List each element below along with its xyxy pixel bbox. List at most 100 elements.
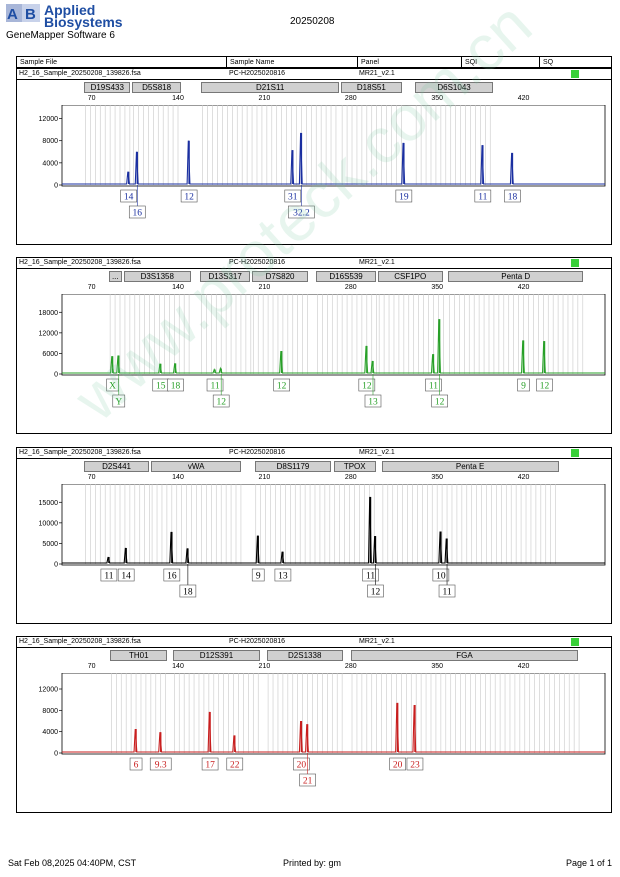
allele-call[interactable]: 20 bbox=[389, 757, 406, 771]
panel-blue: H2_16_Sample_20250208_139826.fsa PC-H2025… bbox=[16, 68, 612, 245]
allele-call[interactable]: 16 bbox=[163, 568, 181, 582]
allele-box bbox=[163, 568, 181, 582]
y-tick-label: 4000 bbox=[42, 160, 58, 167]
allele-call[interactable]: 20 bbox=[293, 757, 310, 771]
x-axis-labels: 70 140 210 280 350 420 bbox=[17, 663, 611, 673]
y-tick-label: 0 bbox=[54, 183, 58, 190]
marker-d2s441[interactable]: D2S441 bbox=[84, 461, 149, 472]
marker--[interactable]: ... bbox=[108, 271, 122, 282]
allele-box bbox=[389, 757, 406, 771]
allele-call[interactable]: 12 bbox=[273, 378, 290, 392]
allele-call[interactable]: 12 bbox=[536, 378, 553, 392]
x-tick-label: 140 bbox=[172, 663, 184, 670]
allele-call[interactable]: X bbox=[106, 378, 119, 392]
allele-call[interactable]: 16 bbox=[128, 205, 146, 219]
allele-label: 20 bbox=[297, 761, 307, 771]
allele-call[interactable]: 6 bbox=[129, 757, 143, 771]
svg-text:A: A bbox=[7, 6, 18, 23]
allele-call[interactable]: 11 bbox=[206, 378, 224, 392]
allele-call[interactable]: 19 bbox=[395, 189, 413, 203]
marker-d12s391[interactable]: D12S391 bbox=[173, 650, 260, 661]
allele-call[interactable]: 14 bbox=[117, 568, 135, 582]
x-tick-label: 350 bbox=[431, 284, 443, 291]
allele-box bbox=[112, 394, 126, 408]
allele-call[interactable]: Y bbox=[112, 394, 126, 408]
marker-d7s820[interactable]: D7S820 bbox=[252, 271, 309, 282]
allele-call[interactable]: 21 bbox=[299, 773, 316, 787]
allele-call[interactable]: 9 bbox=[517, 378, 530, 392]
marker-th01[interactable]: TH01 bbox=[110, 650, 168, 661]
marker-vwa[interactable]: vWA bbox=[150, 461, 242, 472]
allele-box bbox=[536, 378, 553, 392]
marker-d8s1179[interactable]: D8S1179 bbox=[254, 461, 332, 472]
allele-call[interactable]: 9 bbox=[251, 568, 265, 582]
allele-call[interactable]: 12 bbox=[212, 394, 230, 408]
sample-file: H2_16_Sample_20250208_139826.fsa bbox=[19, 70, 141, 77]
marker-fga[interactable]: FGA bbox=[350, 650, 579, 661]
x-tick-label: 70 bbox=[87, 95, 96, 102]
allele-box bbox=[167, 378, 184, 392]
panel-black: H2_16_Sample_20250208_139826.fsa PC-H2025… bbox=[16, 447, 612, 624]
marker-d19s433[interactable]: D19S433 bbox=[84, 82, 131, 93]
run-date: 20250208 bbox=[290, 16, 335, 27]
allele-label: 11 bbox=[442, 588, 451, 598]
allele-call[interactable]: 11 bbox=[425, 378, 442, 392]
allele-call[interactable]: 32.2 bbox=[288, 205, 315, 219]
allele-call[interactable]: 14 bbox=[120, 189, 137, 203]
allele-call[interactable]: 18 bbox=[167, 378, 184, 392]
allele-box bbox=[395, 189, 413, 203]
x-tick-label: 280 bbox=[344, 474, 357, 481]
col-sample-name: Sample Name bbox=[226, 56, 358, 68]
allele-call[interactable]: 22 bbox=[226, 757, 244, 771]
allele-box bbox=[212, 394, 230, 408]
allele-call[interactable]: 11 bbox=[438, 584, 456, 598]
marker-d6s1043[interactable]: D6S1043 bbox=[414, 82, 494, 93]
allele-call[interactable]: 13 bbox=[364, 394, 382, 408]
allele-label: 14 bbox=[121, 572, 131, 582]
allele-call[interactable]: 11 bbox=[474, 189, 492, 203]
y-tick-label: 12000 bbox=[39, 116, 59, 123]
allele-call[interactable]: 10 bbox=[432, 568, 450, 582]
allele-box bbox=[179, 584, 197, 598]
allele-box bbox=[474, 189, 492, 203]
marker-csf1po[interactable]: CSF1PO bbox=[377, 271, 443, 282]
allele-label: 12 bbox=[362, 382, 372, 392]
marker-d5s818[interactable]: D5S818 bbox=[132, 82, 181, 93]
allele-call[interactable]: 13 bbox=[274, 568, 292, 582]
allele-label: 16 bbox=[133, 209, 143, 219]
allele-call[interactable]: 11 bbox=[362, 568, 379, 582]
allele-call[interactable]: 12 bbox=[180, 189, 198, 203]
allele-label: 12 bbox=[216, 398, 226, 408]
allele-box bbox=[362, 568, 379, 582]
allele-call[interactable]: 17 bbox=[201, 757, 219, 771]
y-tick-label: 12000 bbox=[39, 687, 59, 694]
allele-label: 11 bbox=[366, 572, 375, 582]
allele-label: 12 bbox=[435, 398, 445, 408]
panel-red: H2_16_Sample_20250208_139826.fsa PC-H2025… bbox=[16, 636, 612, 813]
allele-call[interactable]: 12 bbox=[431, 394, 448, 408]
allele-call[interactable]: 9.3 bbox=[149, 757, 172, 771]
allele-call[interactable]: 12 bbox=[358, 378, 376, 392]
allele-call[interactable]: 11 bbox=[100, 568, 118, 582]
x-tick-label: 420 bbox=[517, 95, 530, 102]
allele-call[interactable]: 31 bbox=[284, 189, 302, 203]
allele-label: 6 bbox=[134, 761, 139, 771]
allele-call[interactable]: 15 bbox=[152, 378, 170, 392]
marker-d16s539[interactable]: D16S539 bbox=[316, 271, 376, 282]
marker-d18s51[interactable]: D18S51 bbox=[340, 82, 402, 93]
marker-d3s1358[interactable]: D3S1358 bbox=[123, 271, 191, 282]
allele-call[interactable]: 12 bbox=[367, 584, 384, 598]
marker-penta-e[interactable]: Penta E bbox=[381, 461, 559, 472]
x-tick-label: 420 bbox=[517, 474, 530, 481]
marker-d13s317[interactable]: D13S317 bbox=[200, 271, 251, 282]
x-tick-label: 350 bbox=[431, 95, 443, 102]
allele-call[interactable]: 18 bbox=[179, 584, 197, 598]
allele-call[interactable]: 18 bbox=[504, 189, 521, 203]
allele-call[interactable]: 23 bbox=[406, 757, 424, 771]
marker-d2s1338[interactable]: D2S1338 bbox=[266, 650, 343, 661]
allele-bin-lines bbox=[85, 484, 556, 564]
y-tick-label: 15000 bbox=[39, 500, 59, 507]
marker-penta-d[interactable]: Penta D bbox=[448, 271, 584, 282]
marker-tpox[interactable]: TPOX bbox=[333, 461, 376, 472]
marker-d21s11[interactable]: D21S11 bbox=[201, 82, 339, 93]
